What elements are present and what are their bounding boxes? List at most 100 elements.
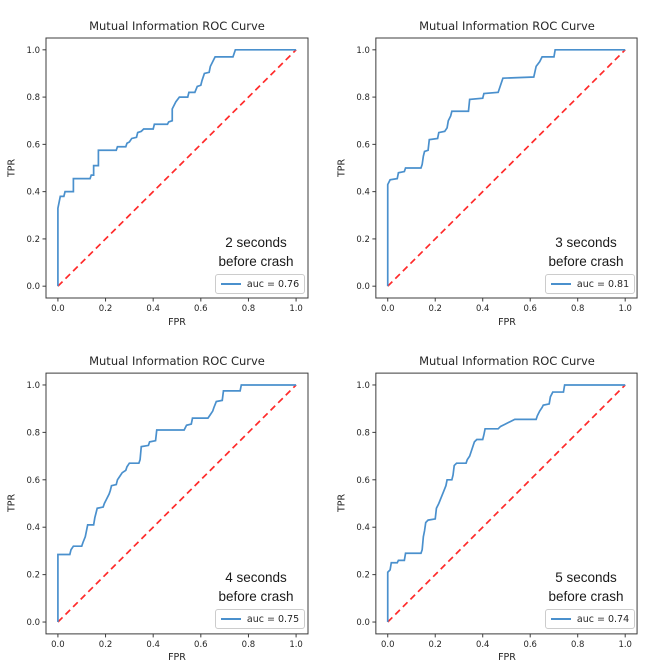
x-tick-label: 0.4 xyxy=(476,303,489,313)
chance-diagonal-line xyxy=(57,49,297,287)
y-tick-label: 0.0 xyxy=(356,618,369,628)
roc-curve-line xyxy=(57,384,297,623)
y-tick-label: 0.8 xyxy=(356,428,369,438)
annotation-line2: before crash xyxy=(218,589,294,604)
legend-label: auc = 0.76 xyxy=(246,278,300,290)
roc-subplot-5s: 0.0 0.0 0.2 0.2 0.4 0.4 0.6 0.6 0.8 0.8 1.0 1.0 Mut… xyxy=(330,335,659,671)
x-tick-label: 0.0 xyxy=(51,640,65,650)
annotation-line1: 2 seconds xyxy=(225,235,287,250)
y-tick-label: 0.6 xyxy=(356,139,369,149)
x-tick-label: 0.8 xyxy=(242,304,256,314)
y-tick-label: 1.0 xyxy=(356,45,369,55)
annotation-line1: 3 seconds xyxy=(555,235,617,250)
y-tick-label: 0.2 xyxy=(356,234,369,244)
y-axis-label: TPR xyxy=(336,493,348,513)
legend-label: auc = 0.75 xyxy=(246,613,300,625)
x-tick-label: 0.6 xyxy=(194,640,208,650)
y-tick-label: 0.4 xyxy=(26,523,40,533)
x-tick-label: 0.2 xyxy=(429,303,442,313)
x-tick-label: 0.6 xyxy=(523,303,536,313)
y-tick-label: 0.2 xyxy=(26,235,40,245)
x-tick-label: 0.8 xyxy=(571,640,584,650)
y-tick-label: 0.6 xyxy=(26,140,40,150)
roc-subplot-3s: 0.0 0.0 0.2 0.2 0.4 0.4 0.6 0.6 0.8 0.8 1.0 1.0 Mut… xyxy=(330,0,659,335)
y-axis-label: TPR xyxy=(336,158,348,178)
x-tick-label: 1.0 xyxy=(289,640,303,650)
y-tick-label: 0.0 xyxy=(26,618,40,628)
legend-box: auc = 0.76 xyxy=(215,274,305,294)
x-tick-label: 0.6 xyxy=(194,304,208,314)
y-tick-label: 0.8 xyxy=(26,428,40,438)
annotation-line1: 5 seconds xyxy=(555,570,617,585)
x-tick-label: 0.4 xyxy=(476,640,489,650)
y-axis-label: TPR xyxy=(6,493,18,513)
y-tick-label: 1.0 xyxy=(26,381,40,391)
chance-diagonal-line xyxy=(387,384,626,623)
x-tick-label: 0.0 xyxy=(381,303,394,313)
axes-frame xyxy=(375,37,638,299)
roc-plot-canvas: 0.0 0.0 0.2 0.2 0.4 0.4 0.6 0.6 0.8 0.8 1.0 1.0 xyxy=(26,37,309,314)
plot-title: Mutual Information ROC Curve xyxy=(89,354,265,368)
axes-frame xyxy=(45,372,309,635)
y-tick-label: 0.0 xyxy=(26,282,40,292)
x-tick-label: 1.0 xyxy=(618,303,631,313)
legend-box: auc = 0.74 xyxy=(545,609,635,629)
legend-box: auc = 0.81 xyxy=(545,274,635,294)
y-tick-label: 0.4 xyxy=(356,187,369,197)
annotation-seconds-before-crash: 5 seconds before crash xyxy=(526,568,646,606)
roc-curve-line xyxy=(386,384,626,623)
y-tick-label: 1.0 xyxy=(356,381,369,391)
roc-curve-line xyxy=(386,48,626,287)
legend-label: auc = 0.74 xyxy=(576,613,630,625)
plot-title: Mutual Information ROC Curve xyxy=(89,19,265,33)
y-tick-label: 0.4 xyxy=(356,523,369,533)
legend-box: auc = 0.75 xyxy=(215,609,305,629)
annotation-seconds-before-crash: 3 seconds before crash xyxy=(526,233,646,271)
roc-line-swatch xyxy=(550,618,571,620)
annotation-line1: 4 seconds xyxy=(225,570,287,585)
x-axis-label: FPR xyxy=(498,317,516,328)
plot-title: Mutual Information ROC Curve xyxy=(419,19,595,33)
x-axis-label: FPR xyxy=(168,652,186,663)
x-tick-label: 0.2 xyxy=(99,304,113,314)
y-tick-label: 0.0 xyxy=(356,281,369,291)
y-tick-label: 1.0 xyxy=(26,46,40,56)
annotation-line2: before crash xyxy=(548,254,624,269)
x-tick-label: 0.2 xyxy=(99,640,113,650)
x-tick-label: 0.0 xyxy=(51,304,65,314)
x-tick-label: 0.4 xyxy=(146,304,160,314)
y-tick-label: 0.6 xyxy=(26,476,40,486)
x-axis-label: FPR xyxy=(168,317,186,328)
axes-frame xyxy=(375,372,638,635)
plot-title: Mutual Information ROC Curve xyxy=(419,354,595,368)
roc-curve-line xyxy=(57,48,297,287)
axes-frame xyxy=(45,37,309,299)
x-tick-label: 0.4 xyxy=(146,640,160,650)
annotation-line2: before crash xyxy=(218,254,294,269)
roc-line-swatch xyxy=(220,618,241,620)
roc-plot-canvas: 0.0 0.0 0.2 0.2 0.4 0.4 0.6 0.6 0.8 0.8 1.0 1.0 xyxy=(356,372,638,650)
annotation-line2: before crash xyxy=(548,589,624,604)
y-tick-label: 0.2 xyxy=(26,571,40,581)
chance-diagonal-line xyxy=(387,49,626,287)
roc-line-swatch xyxy=(550,283,571,285)
y-tick-label: 0.8 xyxy=(356,92,369,102)
annotation-seconds-before-crash: 4 seconds before crash xyxy=(196,568,316,606)
roc-plot-canvas: 0.0 0.0 0.2 0.2 0.4 0.4 0.6 0.6 0.8 0.8 1.0 1.0 xyxy=(356,37,638,313)
roc-subplot-2s: 0.0 0.0 0.2 0.2 0.4 0.4 0.6 0.6 0.8 0.8 1.0 1.0 Mut… xyxy=(0,0,330,335)
x-tick-label: 1.0 xyxy=(289,304,303,314)
roc-subplot-4s: 0.0 0.0 0.2 0.2 0.4 0.4 0.6 0.6 0.8 0.8 1.0 1.0 Mut… xyxy=(0,335,330,671)
x-tick-label: 0.2 xyxy=(428,640,441,650)
y-tick-label: 0.6 xyxy=(356,476,369,486)
y-tick-label: 0.8 xyxy=(26,93,40,103)
x-tick-label: 0.8 xyxy=(242,640,256,650)
x-tick-label: 0.0 xyxy=(381,640,394,650)
y-tick-label: 0.2 xyxy=(356,571,369,581)
chance-diagonal-line xyxy=(57,384,297,623)
annotation-seconds-before-crash: 2 seconds before crash xyxy=(196,233,316,271)
y-tick-label: 0.4 xyxy=(26,188,40,198)
roc-line-swatch xyxy=(220,283,241,285)
x-tick-label: 0.8 xyxy=(571,303,584,313)
x-tick-label: 1.0 xyxy=(618,640,631,650)
